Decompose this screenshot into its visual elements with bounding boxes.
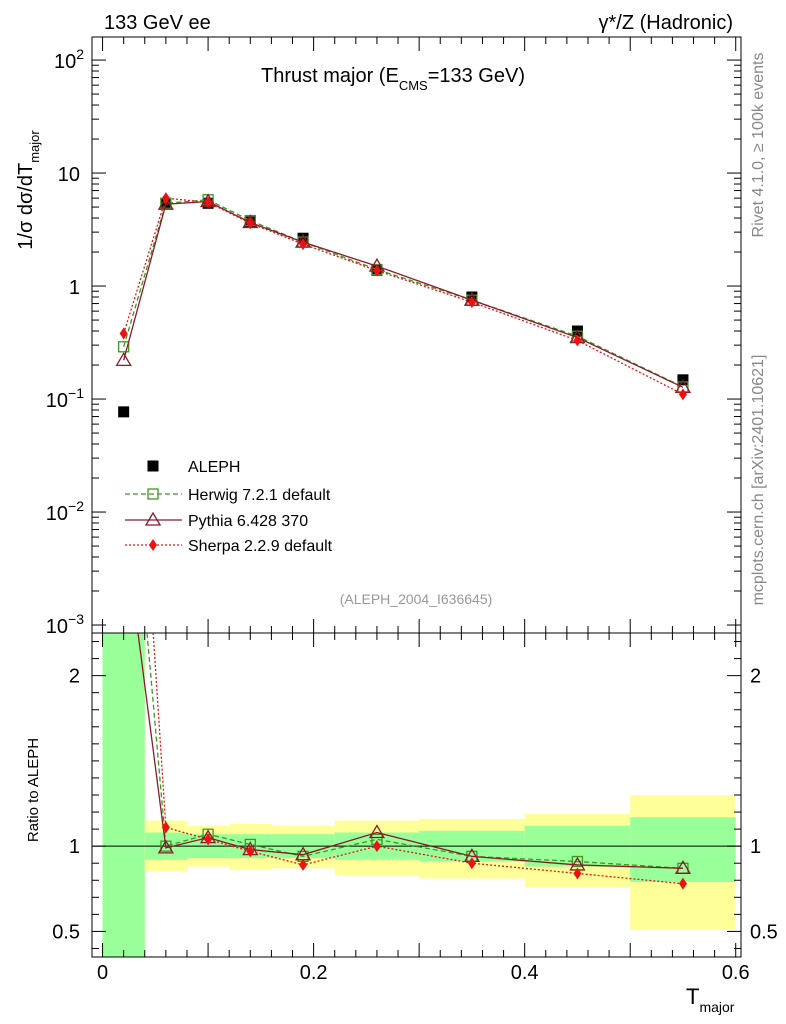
ratio-ytick-label-1: 1 (69, 836, 80, 858)
chart-title-sub: CMS (399, 78, 428, 93)
ratio-ytick-label-right-2: 2 (750, 666, 761, 688)
point-sherpa-0 (119, 327, 128, 340)
header-left: 133 GeV ee (104, 12, 211, 34)
ratio-axis-ticks: 0.5 0.5 1 1 2 2 0 0.2 0.4 0.6 (52, 633, 778, 984)
xtick-label-1: 0.2 (300, 962, 328, 984)
point-sherpa-1 (161, 192, 170, 205)
point-aleph-0 (118, 406, 130, 418)
point-sherpa-2 (204, 196, 213, 209)
legend-marker-pythia (144, 511, 162, 526)
legend-marker-sherpa (149, 539, 157, 551)
main-ylabel-sub: major (27, 130, 42, 163)
legend: ALEPH Herwig 7.2.1 default Pythia 6.428 37… (125, 459, 333, 555)
main-ytick-label-5: 10−3 (46, 611, 84, 638)
line-herwig (123, 199, 684, 388)
stat-band-8 (630, 817, 736, 882)
xtick-label-2: 0.4 (511, 962, 539, 984)
chart-title-main: Thrust major (E (261, 65, 399, 87)
ratio-ylabel: Ratio to ALEPH (25, 738, 42, 842)
ratio-point-herwig-7 (571, 855, 584, 868)
ratio-ytick-label-right-1: 1 (750, 836, 761, 858)
main-ytick-label-4: 10−2 (46, 498, 84, 525)
main-ytick-exp: −3 (68, 611, 84, 627)
rivet-label: Rivet 4.1.0, ≥ 100k events (750, 53, 767, 238)
ratio-bands (102, 633, 736, 957)
header-right: γ*/Z (Hadronic) (599, 12, 733, 34)
legend-marker-herwig (147, 488, 159, 500)
main-ytick-base: 10 (54, 51, 76, 73)
main-ytick-base: 10 (46, 390, 68, 412)
line-sherpa (123, 197, 684, 395)
xtick-label-3: 0.6 (722, 962, 750, 984)
ratio-point-sherpa-4 (299, 858, 308, 871)
xtick-label-0: 0 (97, 962, 108, 984)
main-series (115, 192, 692, 418)
main-ytick-exp: −1 (68, 385, 84, 401)
point-sherpa-3 (246, 217, 255, 230)
ratio-point-sherpa-5 (372, 840, 381, 853)
line-pythia (123, 200, 684, 388)
point-sherpa-6 (467, 296, 476, 309)
main-ytick-label-3: 10−1 (46, 385, 84, 412)
xlabel: Tmajor (686, 984, 735, 1015)
ratio-ytick-label-right-0: 0.5 (750, 921, 778, 943)
point-sherpa-7 (573, 334, 582, 347)
chart-title-end: =133 GeV) (428, 65, 525, 87)
point-sherpa-4 (299, 238, 308, 251)
chart-title: Thrust major (ECMS=133 GeV) (261, 65, 525, 93)
main-ylabel: 1/σ dσ/dTmajor (15, 130, 42, 250)
main-ytick-label-0: 102 (54, 46, 84, 73)
ratio-point-sherpa-2 (204, 833, 213, 846)
xlabel-main: T (686, 984, 699, 1009)
ratio-line-pythia (137, 632, 683, 869)
main-ytick-exp: 2 (76, 46, 84, 62)
legend-label-pythia: Pythia 6.428 370 (188, 513, 308, 530)
main-ytick-label-2: 1 (69, 277, 80, 299)
ratio-point-pythia-8 (674, 860, 692, 874)
point-sherpa-8 (678, 388, 687, 401)
ratio-point-sherpa-1 (161, 821, 170, 834)
ratio-ytick-label-2: 2 (69, 666, 80, 688)
legend-label-aleph: ALEPH (188, 459, 240, 476)
legend-marker-aleph (147, 460, 159, 472)
ratio-ytick-label-0: 0.5 (52, 921, 80, 943)
analysis-watermark: (ALEPH_2004_I636645) (340, 591, 493, 607)
mcplots-label: mcplots.cern.ch [arXiv:2401.10621] (750, 355, 767, 606)
point-herwig-0 (118, 341, 130, 353)
point-sherpa-5 (372, 264, 381, 277)
main-ytick-base: 10 (46, 616, 68, 638)
legend-label-sherpa: Sherpa 2.2.9 default (188, 538, 333, 555)
legend-label-herwig: Herwig 7.2.1 default (188, 487, 331, 504)
main-ytick-base: 10 (46, 503, 68, 525)
main-ytick-exp: −2 (68, 498, 84, 514)
ratio-point-sherpa-3 (246, 845, 255, 858)
ratio-point-pythia-5 (368, 824, 386, 839)
main-ytick-label-1: 10 (58, 164, 80, 186)
ratio-point-sherpa-7 (573, 867, 582, 880)
ratio-point-pythia-1 (157, 839, 175, 854)
stat-band-0 (102, 633, 145, 957)
ratio-line-herwig (146, 632, 684, 869)
ratio-point-sherpa-6 (467, 857, 476, 870)
ratio-point-sherpa-8 (678, 877, 687, 890)
main-ylabel-text: 1/σ dσ/dT (15, 163, 37, 250)
xlabel-sub: major (699, 999, 734, 1015)
point-pythia-1 (157, 195, 175, 210)
point-pythia-0 (115, 352, 132, 366)
ratio-series (137, 632, 692, 890)
